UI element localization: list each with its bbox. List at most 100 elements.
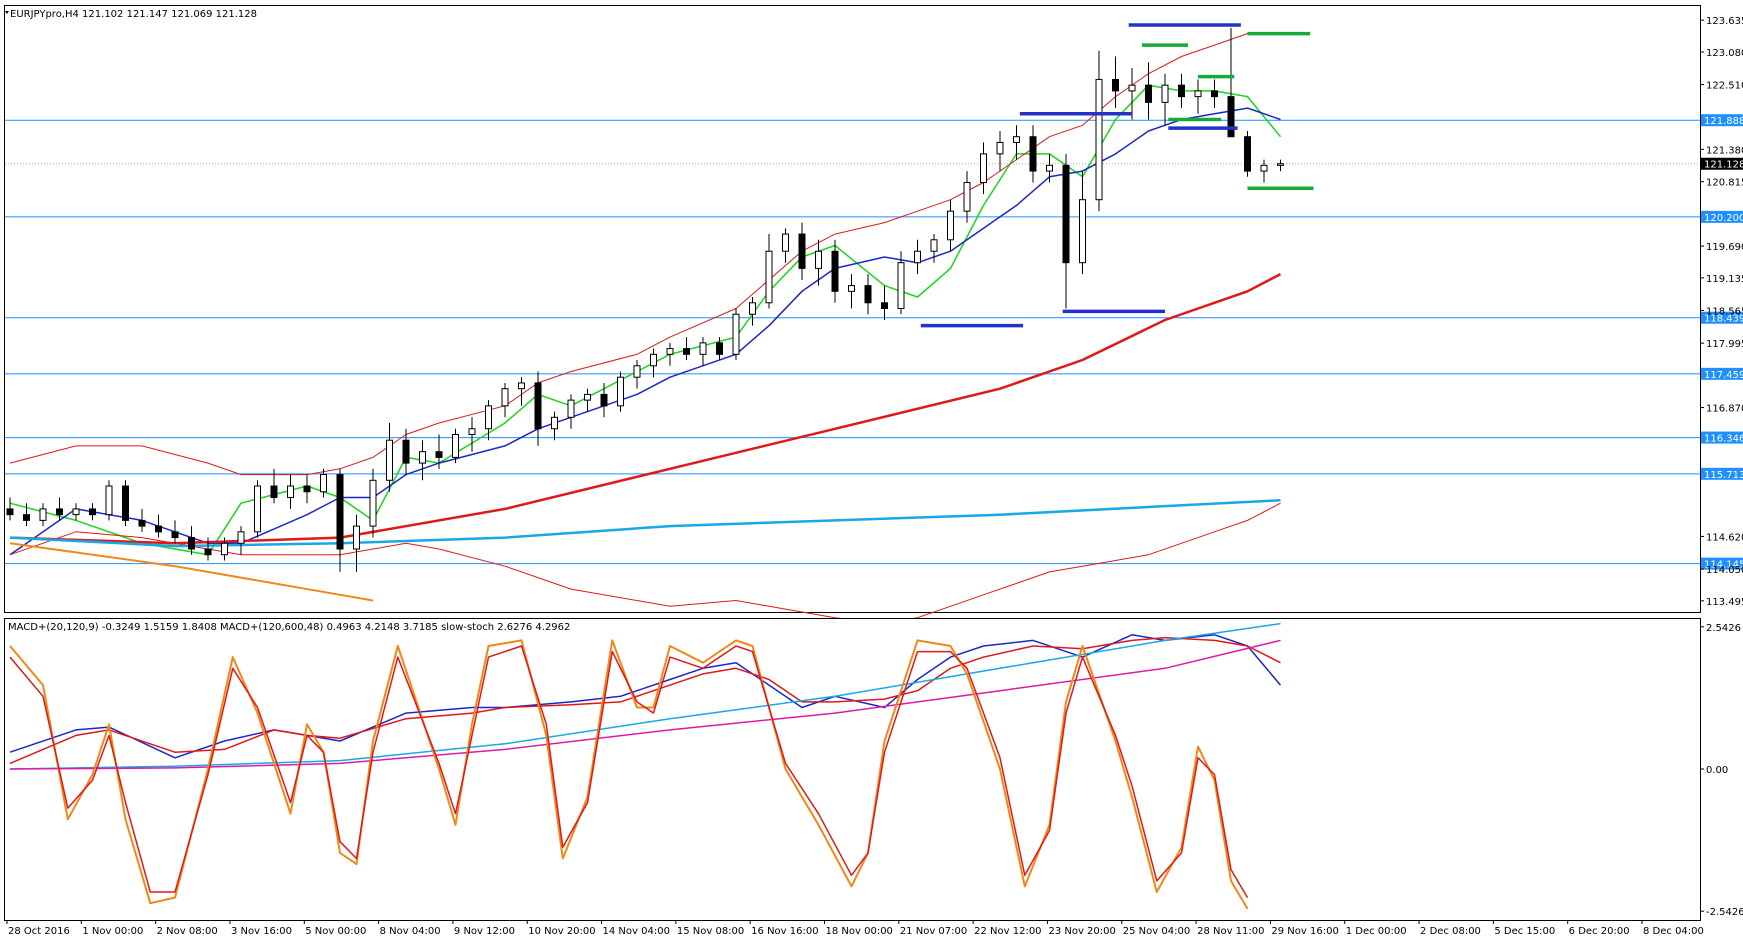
candle-body <box>453 434 459 457</box>
candle-body <box>469 429 475 435</box>
candle-body <box>1179 85 1185 96</box>
candle-body <box>123 486 129 520</box>
y-tick-label: 123.635 <box>1706 16 1743 27</box>
candle-body <box>172 532 178 538</box>
candle-body <box>799 234 805 268</box>
candle-body <box>915 251 921 262</box>
level-price-label: 120.200 <box>1704 213 1743 224</box>
candle-body <box>106 486 112 515</box>
candle-body <box>1245 137 1251 171</box>
candle-body <box>1096 79 1102 199</box>
x-tick-label: 21 Nov 07:00 <box>900 926 967 937</box>
candle-body <box>420 452 426 463</box>
candle-body <box>288 486 294 497</box>
candle-body <box>865 286 871 303</box>
candle-body <box>1228 97 1234 137</box>
candle-body <box>1162 85 1168 102</box>
x-tick-label: 6 Dec 20:00 <box>1569 926 1630 937</box>
candle-body <box>1129 85 1135 91</box>
candle-body <box>403 440 409 463</box>
x-tick-label: 25 Nov 04:00 <box>1123 926 1190 937</box>
x-tick-label: 10 Nov 20:00 <box>528 926 595 937</box>
candle-body <box>733 314 739 354</box>
x-tick-label: 8 Nov 04:00 <box>380 926 441 937</box>
candle-body <box>964 183 970 212</box>
x-tick-label: 1 Dec 00:00 <box>1346 926 1407 937</box>
candle-body <box>321 475 327 492</box>
candle-body <box>766 251 772 303</box>
candle-body <box>849 286 855 292</box>
candle-body <box>238 532 244 543</box>
candle-body <box>634 366 640 377</box>
candle-body <box>486 406 492 429</box>
candle-body <box>271 486 277 497</box>
y-tick-label: 122.510 <box>1706 81 1743 92</box>
x-tick-label: 8 Dec 04:00 <box>1643 926 1704 937</box>
candle-body <box>222 543 228 554</box>
candle-body <box>255 486 261 532</box>
x-tick-label: 22 Nov 12:00 <box>974 926 1041 937</box>
y-tick-label: 119.690 <box>1706 242 1743 253</box>
candle-body <box>1113 79 1119 90</box>
candle-body <box>1080 200 1086 263</box>
x-tick-label: 15 Nov 08:00 <box>677 926 744 937</box>
x-tick-label: 23 Nov 20:00 <box>1048 926 1115 937</box>
y-tick-label: -2.5426 <box>1706 907 1743 918</box>
candle-body <box>90 509 96 515</box>
candle-body <box>387 440 393 480</box>
candle-body <box>189 538 195 549</box>
x-tick-label: 29 Nov 16:00 <box>1271 926 1338 937</box>
candle-body <box>618 377 624 406</box>
x-tick-label: 18 Nov 00:00 <box>826 926 893 937</box>
candle-body <box>73 509 79 515</box>
x-tick-label: 14 Nov 04:00 <box>603 926 670 937</box>
chart-title: EURJPYpro,H4 121.102 121.147 121.069 121… <box>10 9 257 20</box>
y-tick-label: 123.080 <box>1706 48 1743 59</box>
candle-body <box>750 303 756 314</box>
y-tick-label: 120.815 <box>1706 178 1743 189</box>
candle-body <box>898 263 904 309</box>
price-pane: 121.888120.200118.439117.459116.346115.7… <box>5 6 1743 624</box>
candle-body <box>304 486 310 492</box>
y-tick-label: 116.870 <box>1706 404 1743 415</box>
candle-body <box>337 475 343 549</box>
candle-body <box>354 526 360 549</box>
x-tick-label: 28 Nov 11:00 <box>1197 926 1264 937</box>
candle-body <box>1063 165 1069 262</box>
y-tick-label: 114.050 <box>1706 565 1743 576</box>
candle-body <box>40 509 46 520</box>
y-tick-label: 113.495 <box>1706 597 1743 608</box>
candle-body <box>717 343 723 354</box>
candle-body <box>502 389 508 406</box>
y-tick-label: 121.380 <box>1706 145 1743 156</box>
candle-body <box>139 520 145 526</box>
candle-body <box>684 349 690 355</box>
y-tick-label: 118.565 <box>1706 307 1743 318</box>
level-price-label: 115.713 <box>1704 470 1743 481</box>
candle-body <box>601 394 607 405</box>
candle-body <box>1195 91 1201 97</box>
candle-body <box>205 549 211 555</box>
candle-body <box>832 251 838 291</box>
x-tick-label: 16 Nov 16:00 <box>751 926 818 937</box>
x-tick-label: 5 Nov 00:00 <box>305 926 366 937</box>
level-price-label: 121.888 <box>1704 116 1743 127</box>
candle-body <box>651 354 657 365</box>
candle-body <box>882 303 888 309</box>
x-tick-label: 3 Nov 16:00 <box>231 926 292 937</box>
candle-body <box>1146 85 1152 102</box>
candle-body <box>436 452 442 458</box>
current-price-label: 121.128 <box>1704 160 1743 171</box>
candle-body <box>568 400 574 417</box>
candle-body <box>1047 165 1053 171</box>
candle-body <box>997 142 1003 153</box>
candle-body <box>1278 164 1284 166</box>
candle-body <box>700 343 706 354</box>
x-tick-label: 1 Nov 00:00 <box>82 926 143 937</box>
candle-body <box>585 394 591 400</box>
candle-body <box>552 417 558 428</box>
y-tick-label: 117.995 <box>1706 339 1743 350</box>
candle-body <box>931 240 937 251</box>
